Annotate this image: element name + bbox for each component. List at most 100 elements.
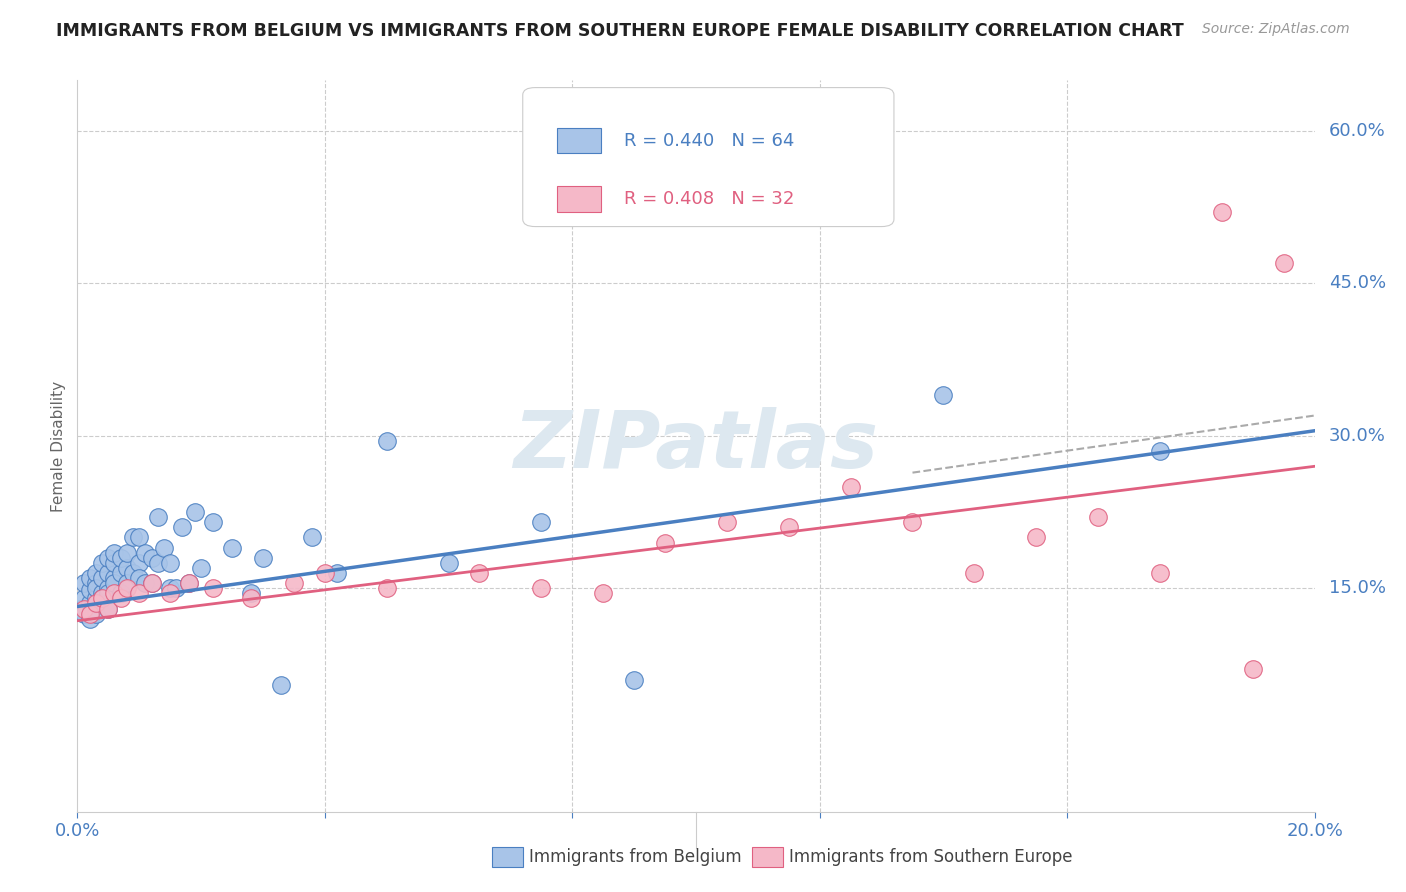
Text: Immigrants from Southern Europe: Immigrants from Southern Europe: [789, 848, 1073, 866]
Point: [159, 581, 181, 595]
Point: [623, 673, 645, 687]
Point: [128, 556, 150, 570]
Point: [91, 556, 114, 570]
Point: [172, 520, 194, 534]
Point: [91, 591, 114, 606]
Point: [110, 566, 132, 580]
Text: Source: ZipAtlas.com: Source: ZipAtlas.com: [1202, 22, 1350, 37]
Point: [84, 581, 107, 595]
Point: [134, 576, 156, 591]
Point: [932, 388, 955, 402]
Text: 60.0%: 60.0%: [1329, 122, 1385, 140]
Point: [530, 515, 553, 529]
Point: [115, 546, 138, 560]
Point: [375, 434, 398, 448]
Point: [103, 576, 125, 591]
Point: [115, 561, 138, 575]
Point: [115, 576, 138, 591]
Bar: [557, 186, 600, 212]
Point: [468, 566, 491, 580]
Text: 45.0%: 45.0%: [1329, 275, 1386, 293]
Point: [84, 576, 107, 591]
Point: [115, 581, 138, 595]
Point: [177, 576, 200, 591]
Point: [184, 505, 207, 519]
Point: [202, 581, 225, 595]
Point: [239, 591, 262, 606]
Point: [134, 546, 156, 560]
Point: [72, 576, 94, 591]
Point: [110, 591, 132, 606]
Point: [1025, 530, 1047, 544]
Point: [72, 601, 94, 615]
Point: [110, 550, 132, 565]
Point: [103, 546, 125, 560]
Point: [1087, 510, 1109, 524]
FancyBboxPatch shape: [523, 87, 894, 227]
Point: [84, 591, 107, 606]
Point: [72, 591, 94, 606]
Point: [146, 510, 169, 524]
Text: 15.0%: 15.0%: [1329, 579, 1386, 598]
Text: IMMIGRANTS FROM BELGIUM VS IMMIGRANTS FROM SOUTHERN EUROPE FEMALE DISABILITY COR: IMMIGRANTS FROM BELGIUM VS IMMIGRANTS FR…: [56, 22, 1184, 40]
Text: 30.0%: 30.0%: [1329, 427, 1385, 445]
Text: ZIPatlas: ZIPatlas: [513, 407, 879, 485]
Point: [221, 541, 243, 555]
Point: [91, 591, 114, 606]
Point: [1149, 444, 1171, 458]
Bar: [557, 128, 600, 153]
Text: Immigrants from Belgium: Immigrants from Belgium: [529, 848, 741, 866]
Point: [901, 515, 924, 529]
Point: [153, 541, 176, 555]
Point: [141, 576, 163, 591]
Point: [69, 601, 91, 615]
Point: [97, 586, 120, 600]
Point: [91, 571, 114, 585]
Point: [270, 678, 292, 692]
Point: [239, 586, 262, 600]
Point: [79, 612, 101, 626]
Point: [141, 550, 163, 565]
Point: [1272, 256, 1295, 270]
Point: [1211, 205, 1233, 219]
Point: [103, 571, 125, 585]
Point: [177, 576, 200, 591]
Point: [159, 586, 181, 600]
Point: [97, 566, 120, 580]
Y-axis label: Female Disability: Female Disability: [51, 380, 66, 512]
Point: [84, 607, 107, 621]
Point: [530, 581, 553, 595]
Point: [128, 586, 150, 600]
Point: [84, 566, 107, 580]
Point: [778, 520, 800, 534]
Point: [79, 583, 101, 598]
Point: [716, 515, 738, 529]
Point: [437, 556, 460, 570]
Text: R = 0.440   N = 64: R = 0.440 N = 64: [624, 132, 794, 150]
Point: [1241, 663, 1264, 677]
Point: [103, 586, 125, 600]
Point: [97, 601, 120, 615]
Point: [963, 566, 986, 580]
Point: [190, 561, 212, 575]
Point: [128, 571, 150, 585]
Point: [654, 535, 676, 549]
Point: [283, 576, 305, 591]
Point: [301, 530, 323, 544]
Point: [97, 601, 120, 615]
Point: [252, 550, 274, 565]
Point: [314, 566, 336, 580]
Point: [110, 586, 132, 600]
Point: [202, 515, 225, 529]
Point: [79, 571, 101, 585]
Point: [72, 607, 94, 621]
Point: [79, 607, 101, 621]
Point: [839, 480, 862, 494]
Point: [159, 556, 181, 570]
Point: [122, 566, 145, 580]
Point: [91, 586, 114, 600]
Point: [375, 581, 398, 595]
Point: [326, 566, 349, 580]
Point: [128, 530, 150, 544]
Point: [122, 530, 145, 544]
